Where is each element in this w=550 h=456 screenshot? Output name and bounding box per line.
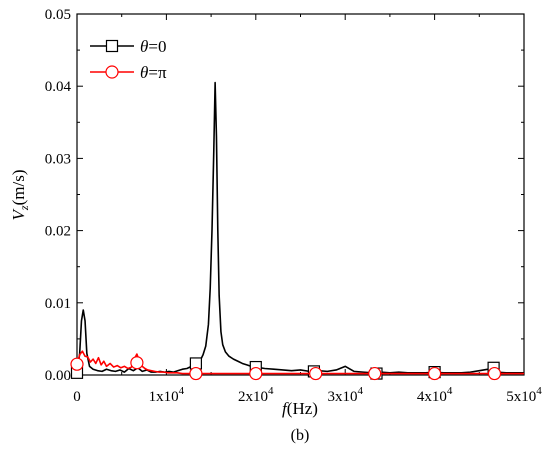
series-marker-thetapi <box>249 366 263 381</box>
y-tick-label: 0.04 <box>45 79 72 95</box>
y-tick-label: 0.01 <box>45 296 71 312</box>
series-marker-thetapi <box>189 366 203 381</box>
x-tick-label: 4x104 <box>417 385 453 405</box>
legend-marker-square <box>105 39 119 53</box>
y-tick-label: 0.05 <box>45 7 71 23</box>
series-marker-thetapi <box>368 366 382 381</box>
legend-marker-circle <box>105 65 119 79</box>
series-marker-thetapi <box>428 366 442 381</box>
series-line-theta0 <box>76 81 524 374</box>
series-line-thetapi <box>76 350 524 375</box>
panel-label: (b) <box>291 427 310 444</box>
x-axis-label: f(Hz) <box>282 399 318 418</box>
y-tick-label: 0.03 <box>45 151 71 167</box>
x-tick-label: 3x104 <box>327 385 363 405</box>
legend: θ=0 θ=π <box>90 37 167 82</box>
x-axis-ticks: 0 1x104 2x104 3x104 4x104 5x104 <box>73 14 542 405</box>
x-tick-label: 2x104 <box>238 385 274 405</box>
series-marker-thetapi <box>130 356 144 370</box>
y-tick-label: 0.02 <box>45 224 71 240</box>
x-tick-label: 1x104 <box>149 385 185 405</box>
y-axis-label: Vz(m/s) <box>9 170 31 221</box>
series-marker-thetapi <box>487 366 502 381</box>
series-marker-thetapi <box>70 357 84 371</box>
y-tick-label: 0.00 <box>45 368 71 384</box>
x-tick-label: 0 <box>73 389 81 405</box>
legend-label-thetapi: θ=π <box>140 63 167 82</box>
x-tick-label: 5x104 <box>506 385 542 405</box>
y-axis-ticks: 0.00 0.01 0.02 0.03 0.04 0.05 <box>45 7 524 384</box>
series-layer <box>70 81 524 381</box>
legend-label-theta0: θ=0 <box>140 37 166 56</box>
series-marker-thetapi <box>309 366 323 381</box>
